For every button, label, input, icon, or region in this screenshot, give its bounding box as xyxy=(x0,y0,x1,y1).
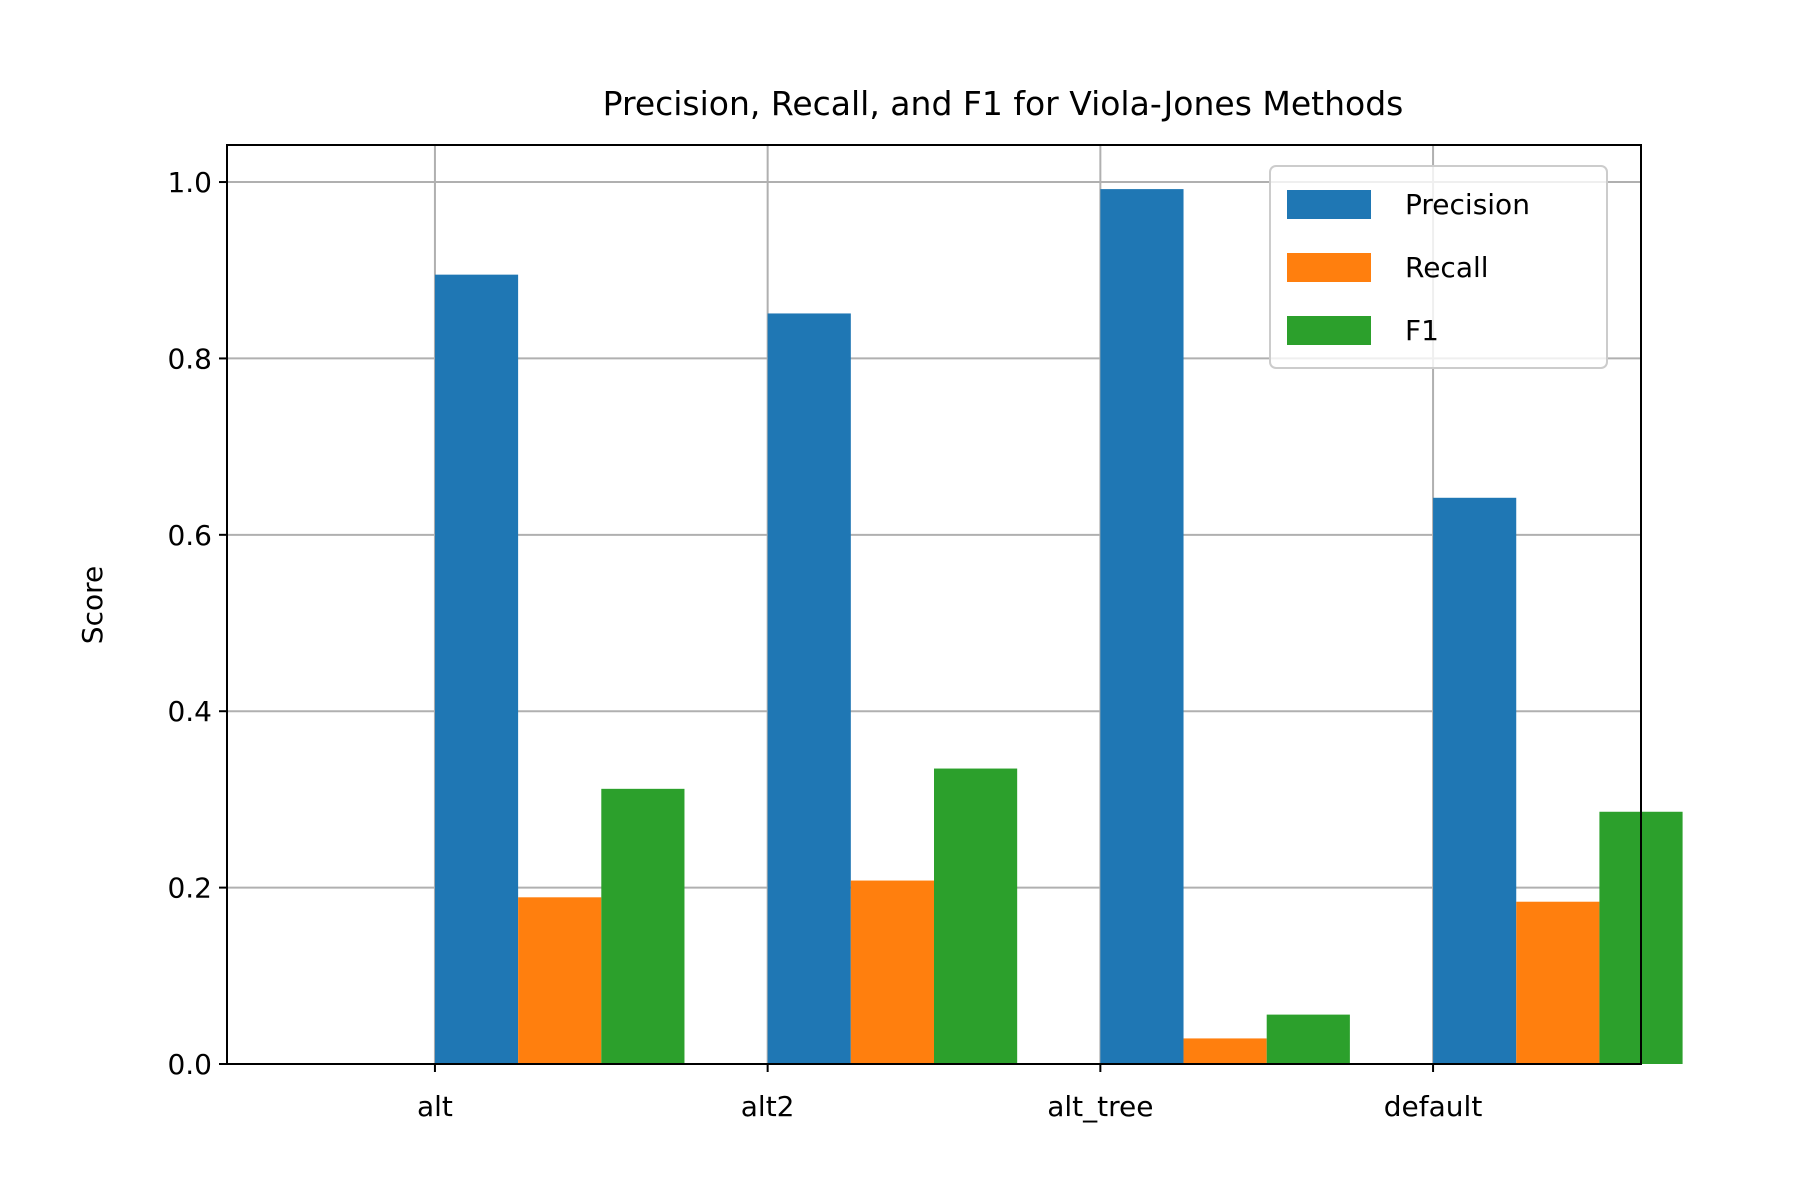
bar-f1-alt xyxy=(601,788,685,1064)
legend-swatch-precision xyxy=(1287,190,1371,219)
legend-label-recall: Recall xyxy=(1405,251,1489,284)
bar-precision-default xyxy=(1433,497,1517,1065)
x-tick-label-alt_tree: alt_tree xyxy=(1047,1090,1153,1123)
y-axis-label: Score xyxy=(76,566,109,644)
x-tick-label-alt2: alt2 xyxy=(741,1090,795,1123)
y-tick-label-0: 0.0 xyxy=(167,1048,212,1081)
legend: Precision Recall F1 xyxy=(1269,165,1608,369)
y-axis: 0.0 0.2 0.4 0.6 0.8 1.0 xyxy=(167,166,227,1081)
bar-recall-alt2 xyxy=(850,880,934,1064)
bar-recall-default xyxy=(1516,901,1600,1064)
bar-recall-alt_tree xyxy=(1183,1038,1267,1064)
y-tick-label-5: 1.0 xyxy=(167,166,212,199)
y-tick-label-1: 0.2 xyxy=(167,872,212,905)
y-tick-label-2: 0.4 xyxy=(167,695,212,728)
legend-label-precision: Precision xyxy=(1405,188,1530,221)
legend-swatch-recall xyxy=(1287,253,1371,282)
bar-precision-alt_tree xyxy=(1100,189,1184,1064)
bar-f1-alt2 xyxy=(934,768,1018,1064)
bar-f1-alt_tree xyxy=(1266,1014,1350,1064)
bars xyxy=(434,189,1683,1065)
chart-title: Precision, Recall, and F1 for Viola-Jone… xyxy=(603,84,1404,123)
bar-precision-alt2 xyxy=(767,313,851,1064)
bar-precision-alt xyxy=(434,274,519,1064)
x-axis: alt alt2 alt_tree default xyxy=(417,1064,1482,1123)
y-tick-label-4: 0.8 xyxy=(167,342,212,375)
x-tick-label-alt: alt xyxy=(417,1090,453,1123)
legend-label-f1: F1 xyxy=(1405,314,1439,347)
plot-area-frame xyxy=(226,144,1642,1065)
bar-recall-alt xyxy=(518,897,602,1064)
legend-swatch-f1 xyxy=(1287,316,1371,345)
x-tick-label-default: default xyxy=(1384,1090,1483,1123)
y-tick-label-3: 0.6 xyxy=(167,519,212,552)
